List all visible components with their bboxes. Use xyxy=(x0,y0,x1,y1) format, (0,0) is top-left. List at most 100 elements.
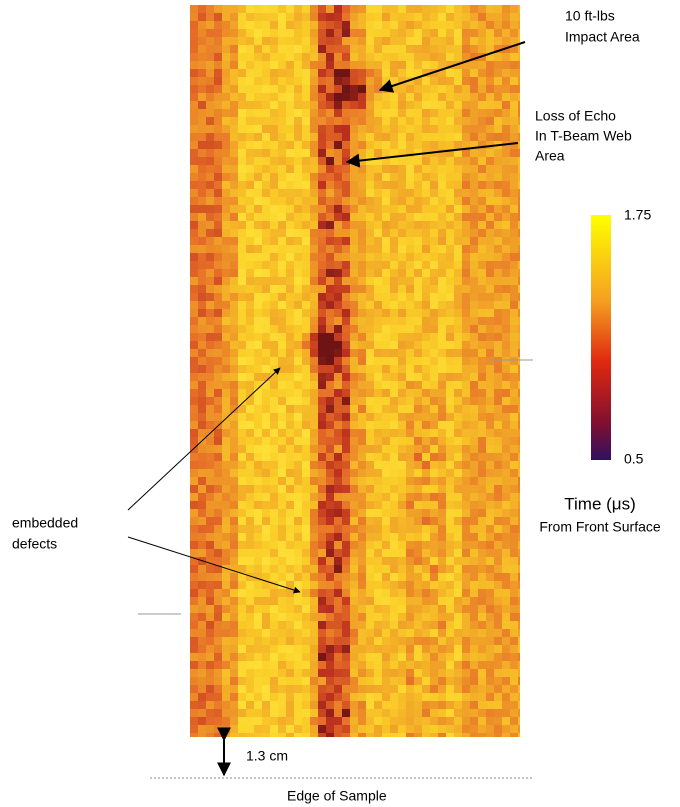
heatmap-cell xyxy=(478,557,486,565)
heatmap-cell xyxy=(374,437,382,445)
heatmap-cell xyxy=(198,237,206,245)
heatmap-cell xyxy=(342,277,350,285)
heatmap-cell xyxy=(510,709,518,717)
heatmap-cell xyxy=(366,253,374,261)
heatmap-cell xyxy=(334,5,342,13)
heatmap-cell xyxy=(430,21,438,29)
heatmap-cell xyxy=(422,645,430,653)
heatmap-cell xyxy=(350,325,358,333)
heatmap-cell xyxy=(454,237,462,245)
heatmap-cell xyxy=(438,717,446,725)
heatmap-cell xyxy=(262,421,270,429)
heatmap-cell xyxy=(198,509,206,517)
heatmap-cell xyxy=(502,373,510,381)
heatmap-cell xyxy=(486,597,494,605)
heatmap-cell xyxy=(518,117,520,125)
heatmap-cell xyxy=(478,357,486,365)
heatmap-cell xyxy=(390,405,398,413)
heatmap-cell xyxy=(318,109,326,117)
heatmap-cell xyxy=(462,93,470,101)
heatmap-cell xyxy=(246,733,254,737)
heatmap-cell xyxy=(318,469,326,477)
heatmap-cell xyxy=(270,85,278,93)
heatmap-cell xyxy=(222,613,230,621)
heatmap-cell xyxy=(190,141,198,149)
heatmap-cell xyxy=(382,197,390,205)
heatmap-cell xyxy=(374,661,382,669)
heatmap-cell xyxy=(278,317,286,325)
heatmap-cell xyxy=(358,613,366,621)
heatmap-cell xyxy=(350,397,358,405)
heatmap-cell xyxy=(326,661,334,669)
heatmap-cell xyxy=(358,221,366,229)
heatmap-cell xyxy=(414,29,422,37)
heatmap-cell xyxy=(494,245,502,253)
heatmap-cell xyxy=(390,373,398,381)
heatmap-cell xyxy=(278,85,286,93)
heatmap-cell xyxy=(438,349,446,357)
heatmap-cell xyxy=(254,293,262,301)
heatmap-cell xyxy=(446,413,454,421)
heatmap-cell xyxy=(430,717,438,725)
heatmap-cell xyxy=(454,77,462,85)
heatmap-cell xyxy=(446,733,454,737)
heatmap-cell xyxy=(238,301,246,309)
heatmap-cell xyxy=(494,61,502,69)
heatmap-cell xyxy=(494,725,502,733)
heatmap-cell xyxy=(366,589,374,597)
heatmap-cell xyxy=(494,349,502,357)
heatmap-cell xyxy=(350,221,358,229)
heatmap-cell xyxy=(198,269,206,277)
heatmap-cell xyxy=(214,189,222,197)
heatmap-cell xyxy=(494,37,502,45)
heatmap-cell xyxy=(438,725,446,733)
heatmap-cell xyxy=(430,453,438,461)
heatmap-cell xyxy=(478,613,486,621)
heatmap-cell xyxy=(246,525,254,533)
heatmap-cell xyxy=(262,637,270,645)
heatmap-cell xyxy=(510,125,518,133)
heatmap-cell xyxy=(270,277,278,285)
heatmap-cell xyxy=(446,597,454,605)
heatmap-cell xyxy=(302,541,310,549)
heatmap-cell xyxy=(310,293,318,301)
heatmap-cell xyxy=(262,293,270,301)
heatmap-cell xyxy=(230,357,238,365)
heatmap-cell xyxy=(350,189,358,197)
heatmap-cell xyxy=(486,549,494,557)
heatmap-cell xyxy=(198,173,206,181)
heatmap-cell xyxy=(190,725,198,733)
heatmap-cell xyxy=(302,165,310,173)
heatmap-cell xyxy=(238,269,246,277)
heatmap-cell xyxy=(438,645,446,653)
heatmap-cell xyxy=(406,157,414,165)
heatmap-cell xyxy=(246,381,254,389)
heatmap-cell xyxy=(390,517,398,525)
heatmap-cell xyxy=(214,133,222,141)
heatmap-cell xyxy=(310,733,318,737)
heatmap-cell xyxy=(510,421,518,429)
heatmap-cell xyxy=(318,501,326,509)
heatmap-cell xyxy=(246,429,254,437)
heatmap-cell xyxy=(518,421,520,429)
heatmap-cell xyxy=(278,69,286,77)
heatmap-cell xyxy=(430,5,438,13)
heatmap-cell xyxy=(270,13,278,21)
heatmap-cell xyxy=(286,149,294,157)
heatmap-cell xyxy=(310,413,318,421)
heatmap-cell xyxy=(342,333,350,341)
heatmap-cell xyxy=(502,317,510,325)
heatmap-cell xyxy=(430,725,438,733)
heatmap-cell xyxy=(438,285,446,293)
heatmap-cell xyxy=(230,165,238,173)
heatmap-cell xyxy=(198,565,206,573)
heatmap-cell xyxy=(238,421,246,429)
heatmap-cell xyxy=(318,277,326,285)
heatmap-cell xyxy=(438,501,446,509)
heatmap-cell xyxy=(406,461,414,469)
heatmap-cell xyxy=(510,453,518,461)
heatmap-cell xyxy=(318,285,326,293)
heatmap-cell xyxy=(286,117,294,125)
heatmap-cell xyxy=(246,637,254,645)
heatmap-cell xyxy=(342,485,350,493)
